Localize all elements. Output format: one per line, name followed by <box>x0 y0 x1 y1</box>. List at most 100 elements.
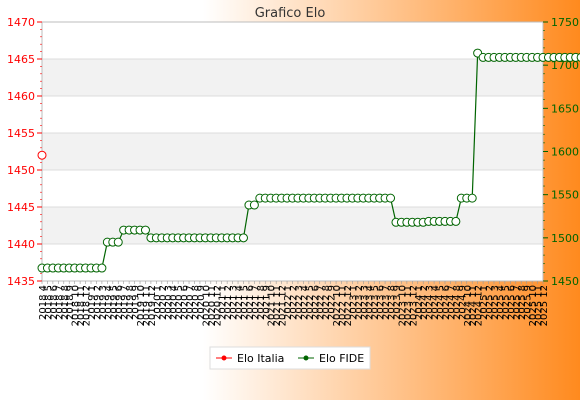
data-point-elo-fide <box>249 200 259 210</box>
x-tick-label: 2020 2 <box>158 285 169 320</box>
x-tick-label: 2024 7 <box>446 285 457 320</box>
x-tick-label: 2020 6 <box>180 285 191 320</box>
right-tick-label: 1550 <box>551 189 579 202</box>
x-tick-label: 2022 1 <box>283 285 294 320</box>
x-tick-label: 2023 5 <box>370 285 381 320</box>
right-tick-label: 1600 <box>551 146 579 159</box>
series-elo-italia <box>37 150 47 160</box>
left-tick-label: 1455 <box>7 127 35 140</box>
x-tick-label: 2024 3 <box>425 285 436 320</box>
x-tick-label: 2021 2 <box>223 285 234 320</box>
x-tick-label: 2020 1 <box>152 285 163 320</box>
x-tick-label: 2023 11 <box>403 285 414 326</box>
x-tick-label: 2020 5 <box>174 285 185 320</box>
x-tick-label: 2018 12 <box>82 285 93 326</box>
x-tick-label: 2019 1 <box>87 285 98 320</box>
x-tick-label: 2019 9 <box>131 285 142 320</box>
data-point-elo-fide <box>467 193 477 203</box>
x-tick-label: 2020 10 <box>201 285 212 326</box>
x-tick-label: 2022 10 <box>332 285 343 326</box>
legend-marker-elo-italia <box>221 355 227 361</box>
x-tick-label: 2023 4 <box>365 285 376 320</box>
left-tick-label: 1470 <box>7 16 35 29</box>
right-tick-label: 1450 <box>551 275 579 288</box>
right-tick-label: 1500 <box>551 232 579 245</box>
grid-band <box>42 59 543 96</box>
left-tick-label: 1440 <box>7 238 35 251</box>
data-point-elo-fide <box>451 216 461 226</box>
x-tick-label: 2020 4 <box>169 285 180 320</box>
right-axis: 1450 1500 1550 1600 1650 1700 1750 <box>543 16 579 288</box>
x-tick-label: 2019 12 <box>147 285 158 326</box>
x-tick-label: 2020 9 <box>196 285 207 320</box>
legend-marker-elo-fide <box>303 355 309 361</box>
x-tick-label: 2021 6 <box>245 285 256 320</box>
x-tick-label: 2023 6 <box>376 285 387 320</box>
x-tick-label: 2023 2 <box>354 285 365 320</box>
x-tick-label: 2025 9 <box>523 285 534 320</box>
x-tick-label: 2020 8 <box>190 285 201 320</box>
x-tick-label: 2023 3 <box>359 285 370 320</box>
x-tick-label: 2024 9 <box>457 285 468 320</box>
x-tick-label: 2024 6 <box>441 285 452 320</box>
legend: Elo Italia Elo FIDE <box>209 346 371 370</box>
legend-item-elo-italia[interactable]: Elo Italia <box>216 352 284 365</box>
data-point-elo-fide <box>140 225 150 235</box>
data-point-elo-fide <box>238 233 248 243</box>
x-tick-label: 2025 1 <box>479 285 490 320</box>
x-tick-label: 2024 4 <box>430 285 441 320</box>
data-point-elo-fide <box>113 237 123 247</box>
x-tick-label: 2022 6 <box>310 285 321 320</box>
data-point-elo-fide <box>97 263 107 273</box>
x-tick-label: 2022 8 <box>321 285 332 320</box>
x-tick-label: 2019 8 <box>125 285 136 320</box>
x-tick-label: 2024 5 <box>436 285 447 320</box>
x-tick-label: 2023 10 <box>397 285 408 326</box>
left-axis: 1435 1440 1445 1450 1455 1460 1465 1470 <box>7 16 42 288</box>
left-tick-label: 1445 <box>7 201 35 214</box>
x-tick-label: 2024 10 <box>463 285 474 326</box>
x-tick-label: 2024 12 <box>474 285 485 326</box>
x-tick-label: 2018 4 <box>38 285 49 320</box>
x-tick-label: 2021 8 <box>256 285 267 320</box>
x-tick-label: 2018 8 <box>60 285 71 320</box>
x-tick-label: 2021 1 <box>218 285 229 320</box>
data-point-elo-fide <box>386 193 396 203</box>
x-tick-label: 2018 6 <box>49 285 60 320</box>
x-tick-label: 2018 11 <box>76 285 87 326</box>
x-tick-label: 2020 7 <box>185 285 196 320</box>
x-tick-label: 2018 7 <box>54 285 65 320</box>
right-tick-label: 1700 <box>551 59 579 72</box>
x-tick-label: 2021 11 <box>272 285 283 326</box>
x-tick-label: 2023 8 <box>387 285 398 320</box>
x-tick-label: 2018 5 <box>43 285 54 320</box>
x-tick-label: 2020 12 <box>212 285 223 326</box>
x-tick-label: 2019 5 <box>109 285 120 320</box>
x-tick-label: 2025 10 <box>528 285 539 326</box>
x-tick-label: 2024 11 <box>468 285 479 326</box>
x-tick-label: 2023 1 <box>348 285 359 320</box>
x-tick-label: 2018 10 <box>71 285 82 326</box>
grid-band <box>42 207 543 244</box>
x-tick-label: 2019 10 <box>136 285 147 326</box>
series-layer <box>37 48 580 273</box>
x-tick-label: 2022 5 <box>305 285 316 320</box>
right-tick-label: 1650 <box>551 102 579 115</box>
x-tick-label: 2021 10 <box>267 285 278 326</box>
x-tick-label: 2022 12 <box>343 285 354 326</box>
left-tick-label: 1465 <box>7 53 35 66</box>
x-tick-label: 2023 12 <box>408 285 419 326</box>
left-tick-label: 1435 <box>7 275 35 288</box>
x-tick-label: 2019 11 <box>141 285 152 326</box>
legend-item-elo-fide[interactable]: Elo FIDE <box>298 352 364 365</box>
x-tick-label: 2023 7 <box>381 285 392 320</box>
x-tick-label: 2022 4 <box>299 285 310 320</box>
x-tick-label: 2023 9 <box>392 285 403 320</box>
x-tick-label: 2025 4 <box>495 285 506 320</box>
x-tick-label: 2022 9 <box>327 285 338 320</box>
x-tick-label: 2021 12 <box>278 285 289 326</box>
x-tick-label: 2020 11 <box>207 285 218 326</box>
